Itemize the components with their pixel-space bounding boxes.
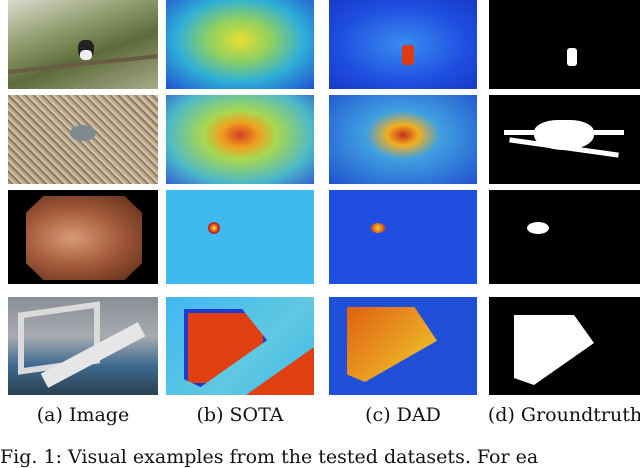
groundtruth-bird bbox=[489, 0, 640, 89]
column-label-dad: (c) DAD bbox=[365, 404, 441, 426]
dad-heatmap-object bbox=[329, 297, 477, 395]
image-object bbox=[8, 297, 158, 395]
image-endoscopy bbox=[8, 190, 158, 284]
groundtruth-crab bbox=[489, 95, 640, 184]
dad-heatmap-bird bbox=[329, 0, 477, 89]
groundtruth-endoscopy bbox=[489, 190, 640, 284]
sota-heatmap-object bbox=[166, 297, 314, 395]
dad-heatmap-endoscopy bbox=[329, 190, 477, 284]
image-bird bbox=[8, 0, 158, 89]
image-crab bbox=[8, 95, 158, 184]
column-label-groundtruth: (d) Groundtruth bbox=[487, 404, 640, 426]
sota-heatmap-crab bbox=[166, 95, 314, 184]
column-label-image: (a) Image bbox=[36, 404, 130, 426]
column-label-sota: (b) SOTA bbox=[196, 404, 284, 426]
figure-caption: Fig. 1: Visual examples from the tested … bbox=[0, 446, 539, 468]
sota-heatmap-endoscopy bbox=[166, 190, 314, 284]
dad-heatmap-crab bbox=[329, 95, 477, 184]
groundtruth-object bbox=[489, 297, 640, 395]
sota-heatmap-bird bbox=[166, 0, 314, 89]
